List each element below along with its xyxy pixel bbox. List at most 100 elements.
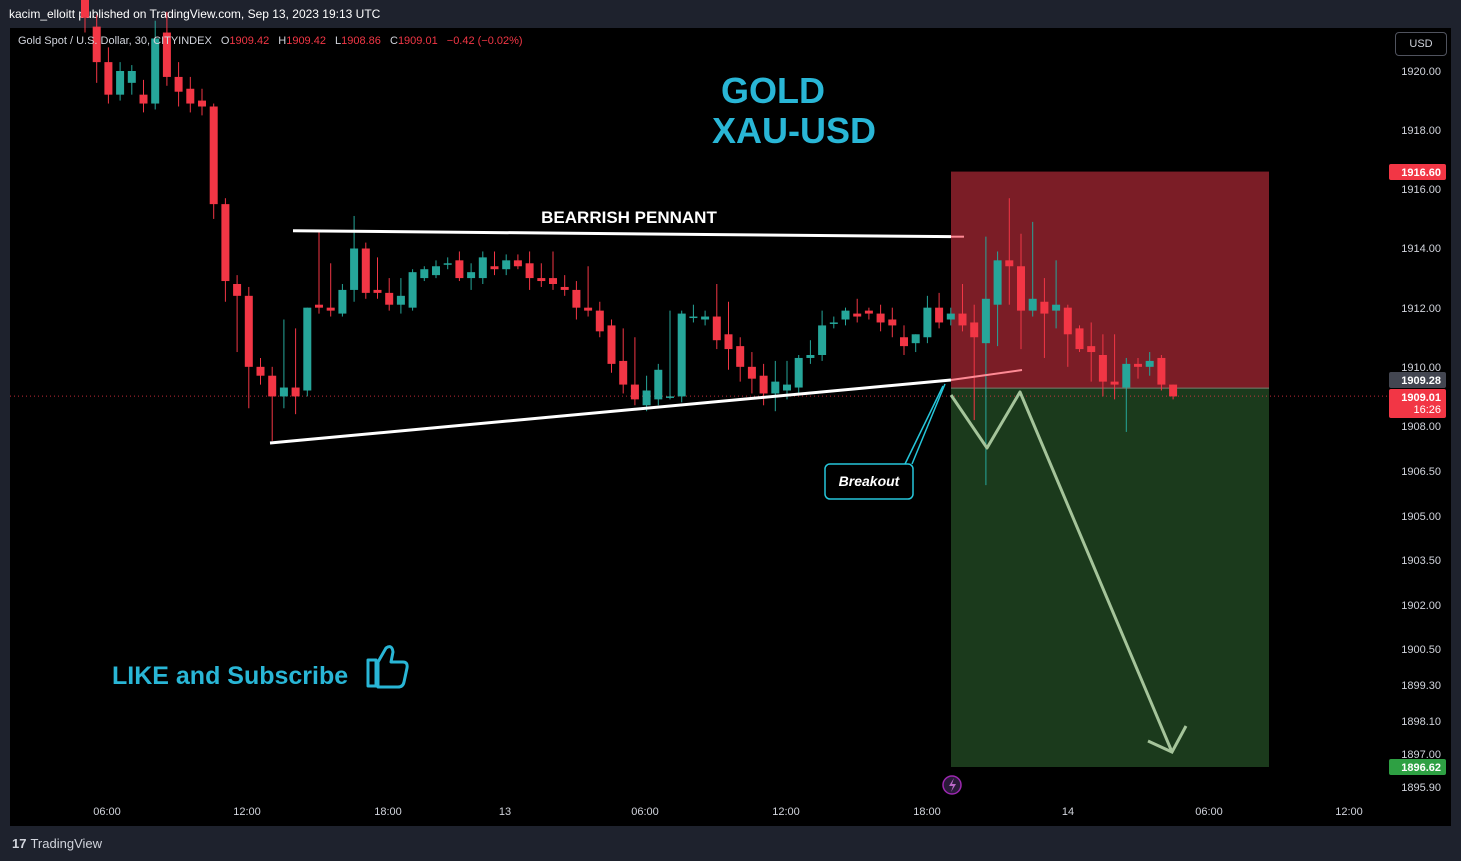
candle[interactable] xyxy=(467,263,476,290)
candle[interactable] xyxy=(677,310,686,403)
candle[interactable] xyxy=(1040,278,1049,358)
candle[interactable] xyxy=(513,254,522,270)
candle[interactable] xyxy=(1028,221,1037,317)
candle[interactable] xyxy=(279,319,288,409)
candle[interactable] xyxy=(630,337,639,406)
tradingview-logo[interactable]: 17 TradingView xyxy=(12,836,102,851)
candle[interactable] xyxy=(946,307,955,326)
candle[interactable] xyxy=(186,76,195,113)
candle[interactable] xyxy=(584,266,593,317)
candle[interactable] xyxy=(724,301,733,370)
candle[interactable] xyxy=(350,215,359,302)
candle[interactable] xyxy=(502,254,511,276)
candle[interactable] xyxy=(315,230,323,314)
entry-price-tag[interactable]: 1909.28 xyxy=(1389,372,1446,388)
candle[interactable] xyxy=(127,65,136,95)
candle[interactable] xyxy=(373,257,382,299)
candle[interactable] xyxy=(303,307,312,397)
candle[interactable] xyxy=(642,375,651,412)
candle[interactable] xyxy=(654,363,663,406)
pennant-top-line[interactable] xyxy=(292,229,952,239)
stop-price-tag[interactable]: 1916.60 xyxy=(1389,164,1446,180)
candle[interactable] xyxy=(607,319,616,373)
candle[interactable] xyxy=(970,304,979,421)
candle[interactable] xyxy=(209,103,218,219)
candle[interactable] xyxy=(864,307,873,320)
candle[interactable] xyxy=(853,298,862,323)
candle[interactable] xyxy=(443,257,452,270)
candle[interactable] xyxy=(92,14,101,83)
candle[interactable] xyxy=(432,260,440,279)
candle[interactable] xyxy=(701,310,710,326)
candle[interactable] xyxy=(338,284,347,317)
candle[interactable] xyxy=(747,352,756,394)
candle[interactable] xyxy=(958,284,967,332)
candle[interactable] xyxy=(888,307,897,338)
candle[interactable] xyxy=(396,278,405,314)
candle[interactable] xyxy=(1005,198,1014,305)
candle[interactable] xyxy=(549,251,557,290)
candle[interactable] xyxy=(525,251,534,290)
cta-text[interactable]: LIKE and Subscribe xyxy=(112,662,348,690)
candle[interactable] xyxy=(291,328,300,415)
candle[interactable] xyxy=(244,286,253,409)
candle[interactable] xyxy=(911,334,920,353)
candle[interactable] xyxy=(572,281,581,320)
candle[interactable] xyxy=(666,310,674,400)
pattern-label[interactable]: BEARRISH PENNANT xyxy=(541,208,717,227)
candle[interactable] xyxy=(712,284,721,350)
candle[interactable] xyxy=(361,242,370,299)
candle[interactable] xyxy=(326,263,335,317)
candle[interactable] xyxy=(1122,357,1131,432)
candle[interactable] xyxy=(81,0,89,33)
candle[interactable] xyxy=(233,275,242,353)
candle[interactable] xyxy=(162,11,171,86)
candle[interactable] xyxy=(923,295,932,344)
stop-loss-zone[interactable] xyxy=(951,171,1269,389)
candle[interactable] xyxy=(818,310,827,361)
candle[interactable] xyxy=(560,275,569,296)
chart-title-line2[interactable]: XAU-USD xyxy=(712,110,876,151)
candle[interactable] xyxy=(935,292,944,329)
candle[interactable] xyxy=(771,360,780,412)
candle[interactable] xyxy=(221,198,230,302)
candle[interactable] xyxy=(1157,355,1166,391)
candle[interactable] xyxy=(420,266,429,282)
candle[interactable] xyxy=(408,269,417,311)
candle[interactable] xyxy=(1052,260,1061,329)
pennant-bottom-line[interactable] xyxy=(269,378,952,445)
candle[interactable] xyxy=(1134,357,1142,379)
candle[interactable] xyxy=(1087,322,1096,382)
candle[interactable] xyxy=(1169,384,1178,400)
candle[interactable] xyxy=(829,316,838,329)
candle[interactable] xyxy=(1110,334,1119,400)
candle[interactable] xyxy=(151,20,160,110)
candle[interactable] xyxy=(689,304,698,323)
lightning-icon[interactable] xyxy=(942,775,962,795)
candle[interactable] xyxy=(1145,352,1154,376)
candle[interactable] xyxy=(1075,325,1084,353)
candle[interactable] xyxy=(537,263,546,287)
candle[interactable] xyxy=(116,62,125,101)
chart-title-line1[interactable]: GOLD xyxy=(721,70,825,111)
candle[interactable] xyxy=(595,301,604,338)
candle[interactable] xyxy=(139,79,148,113)
candle[interactable] xyxy=(900,325,908,355)
projection-path[interactable] xyxy=(949,390,1174,753)
currency-button[interactable]: USD xyxy=(1395,32,1447,56)
candle[interactable] xyxy=(783,360,791,400)
symbol-label[interactable]: Gold Spot / U.S. Dollar, 30, CITYINDEX xyxy=(18,35,212,47)
breakout-callout[interactable] xyxy=(824,463,914,500)
take-profit-zone[interactable] xyxy=(951,388,1269,767)
target-price-tag[interactable]: 1896.62 xyxy=(1389,759,1446,775)
candle[interactable] xyxy=(198,88,206,116)
candle[interactable] xyxy=(794,355,803,394)
candle[interactable] xyxy=(268,366,277,441)
candle[interactable] xyxy=(256,357,265,385)
candle[interactable] xyxy=(1098,334,1107,397)
candle[interactable] xyxy=(1017,233,1025,350)
candle[interactable] xyxy=(478,251,487,284)
candle[interactable] xyxy=(619,328,628,394)
